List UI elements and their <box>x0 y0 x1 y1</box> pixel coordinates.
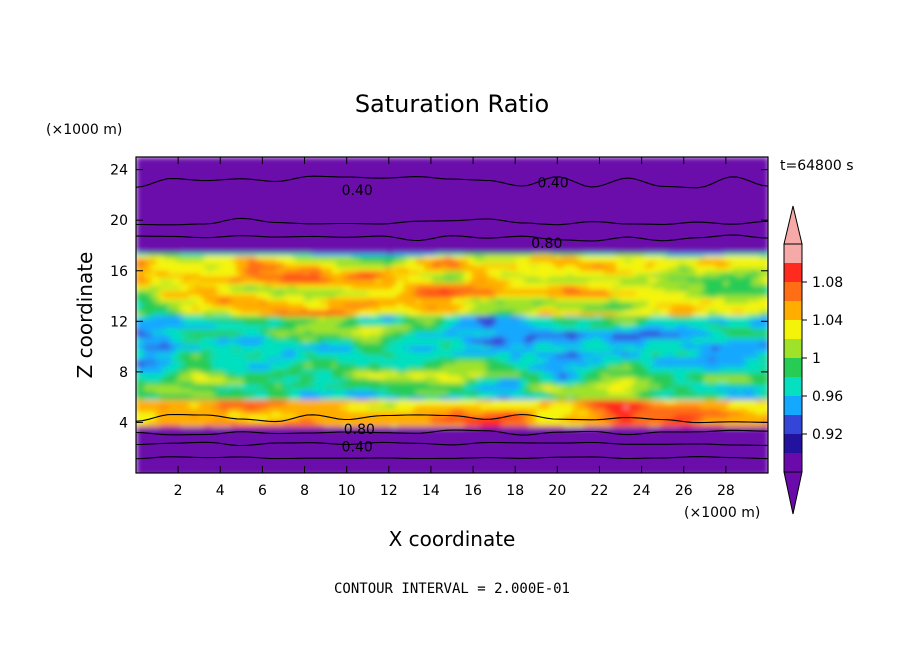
x-tick-label: 28 <box>717 483 735 499</box>
contour-label: 0.40 <box>342 439 373 455</box>
x-tick-label: 14 <box>422 483 440 499</box>
x-tick-label: 16 <box>464 483 482 499</box>
x-axis-label: X coordinate <box>389 527 516 551</box>
y-tick-label: 24 <box>110 163 128 179</box>
x-axis-ticks: 2 4 6 8 10 12 14 16 18 20 22 24 26 28 <box>174 157 735 499</box>
contour-label: 0.80 <box>531 236 562 252</box>
contour-label: 0.40 <box>342 183 373 199</box>
colorbar-segment <box>784 244 802 263</box>
contour-line <box>136 234 768 242</box>
colorbar-label: 0.96 <box>812 389 843 405</box>
time-label: t=64800 s <box>780 158 854 174</box>
colorbar-segment <box>784 282 802 301</box>
contour-label: 0.80 <box>344 422 375 438</box>
contour-interval-note: CONTOUR INTERVAL = 2.000E-01 <box>334 581 570 597</box>
contour-line <box>136 217 768 226</box>
x-tick-label: 18 <box>506 483 524 499</box>
colorbar-label: 0.92 <box>812 427 843 443</box>
colorbar-label: 1.08 <box>812 275 843 291</box>
y-axis-ticks: 4 8 12 16 20 24 <box>110 163 768 431</box>
x-tick-label: 10 <box>338 483 356 499</box>
plot-frame <box>135 156 769 474</box>
contour-line <box>136 413 768 424</box>
x-tick-label: 24 <box>633 483 651 499</box>
colorbar-extend-min <box>783 471 803 515</box>
colorbar-extend-max <box>783 205 803 245</box>
x-tick-label: 20 <box>548 483 566 499</box>
x-tick-label: 22 <box>591 483 609 499</box>
y-tick-label: 12 <box>110 314 128 330</box>
colorbar-segment <box>784 396 802 415</box>
contour-line <box>136 441 768 447</box>
colorbar-segment <box>784 434 802 453</box>
y-tick-label: 4 <box>119 415 128 431</box>
contour-label: 0.40 <box>538 175 569 191</box>
y-tick-label: 16 <box>110 264 128 280</box>
colorbar-label: 1.04 <box>812 313 843 329</box>
x-unit-label: (×1000 m) <box>684 505 760 521</box>
y-tick-label: 8 <box>119 365 128 381</box>
x-tick-label: 8 <box>300 483 309 499</box>
x-tick-label: 12 <box>380 483 398 499</box>
x-tick-label: 4 <box>216 483 225 499</box>
chart-title: Saturation Ratio <box>355 90 549 118</box>
contour-line <box>136 175 768 189</box>
contour-line <box>136 456 768 460</box>
x-tick-label: 6 <box>258 483 267 499</box>
colorbar-segment <box>784 339 802 358</box>
y-unit-label: (×1000 m) <box>46 122 122 138</box>
colorbar-label: 1 <box>812 351 821 367</box>
y-tick-label: 20 <box>110 213 128 229</box>
colorbar-segment <box>784 358 802 377</box>
colorbar-segment <box>784 415 802 434</box>
colorbar: 0.92 0.96 1 1.04 1.08 <box>783 205 843 515</box>
colorbar-segment <box>784 377 802 396</box>
x-tick-label: 26 <box>675 483 693 499</box>
colorbar-segment <box>784 263 802 282</box>
y-axis-label: Z coordinate <box>73 252 97 379</box>
contour-lines: 0.40 0.400.400.800.80 <box>136 175 768 460</box>
colorbar-segment <box>784 320 802 339</box>
plot-area <box>136 157 768 473</box>
colorbar-segment <box>784 453 802 472</box>
x-tick-label: 2 <box>174 483 183 499</box>
contour-line <box>136 429 768 436</box>
colorbar-segment <box>784 301 802 320</box>
